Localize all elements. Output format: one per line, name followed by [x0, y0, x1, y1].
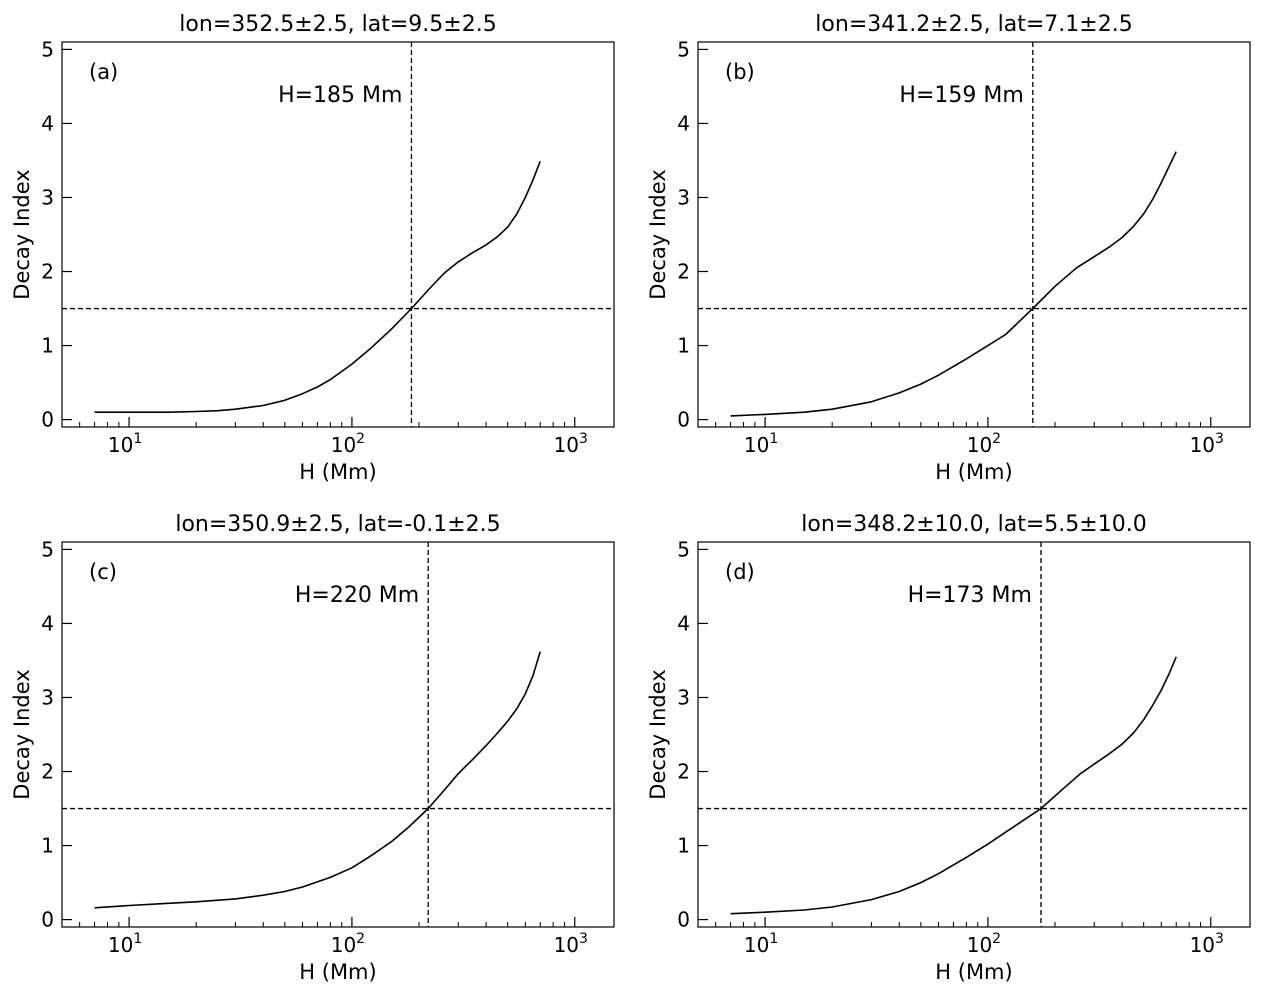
x-tick-label: 102	[331, 931, 365, 957]
y-tick-label: 2	[41, 260, 54, 284]
decay-index-series-line	[730, 151, 1177, 417]
x-tick-label: 101	[744, 431, 778, 457]
y-tick-label: 3	[41, 185, 54, 209]
y-tick-label: 2	[677, 260, 690, 284]
y-tick-label: 4	[41, 611, 54, 635]
y-tick-label: 5	[41, 37, 54, 61]
y-axis-label: Decay Index	[10, 169, 34, 299]
y-tick-label: 5	[41, 537, 54, 561]
x-tick-label: 102	[331, 431, 365, 457]
panel-label: (d)	[725, 560, 755, 584]
y-tick-label: 0	[677, 908, 690, 932]
x-tick-label: 102	[967, 931, 1001, 957]
chart-title: lon=348.2±10.0, lat=5.5±10.0	[801, 512, 1146, 537]
axes-frame	[61, 41, 615, 428]
chart-title: lon=350.9±2.5, lat=-0.1±2.5	[175, 512, 500, 537]
chart-title: lon=352.5±2.5, lat=9.5±2.5	[179, 12, 496, 37]
y-tick-label: 1	[677, 834, 690, 858]
panel-b: lon=341.2±2.5, lat=7.1±2.5 0 1 2 3 4 5 101 102 10…	[646, 12, 1251, 484]
decay-index-series-line	[730, 656, 1177, 915]
y-tick-label: 2	[677, 760, 690, 784]
critical-height-annotation: H=220 Mm	[295, 583, 419, 608]
y-tick-label: 3	[677, 685, 690, 709]
x-axis-label: H (Mm)	[935, 460, 1012, 484]
x-axis-label: H (Mm)	[935, 960, 1012, 984]
decay-index-series-line	[94, 160, 541, 414]
panel-label: (a)	[89, 60, 118, 84]
y-tick-label: 4	[677, 611, 690, 635]
y-tick-label: 4	[677, 111, 690, 135]
y-tick-label: 2	[41, 760, 54, 784]
y-tick-label: 3	[677, 185, 690, 209]
x-axis-label: H (Mm)	[299, 960, 376, 984]
x-axis-label: H (Mm)	[299, 460, 376, 484]
critical-height-annotation: H=159 Mm	[899, 83, 1023, 108]
x-tick-label: 101	[744, 931, 778, 957]
x-tick-label: 101	[108, 431, 142, 457]
panel-label: (b)	[725, 60, 755, 84]
panel-a: lon=352.5±2.5, lat=9.5±2.5 0 1 2 3 4 5 101 102 10…	[10, 12, 615, 484]
y-tick-label: 1	[677, 334, 690, 358]
y-tick-label: 0	[41, 408, 54, 432]
y-tick-label: 3	[41, 685, 54, 709]
chart-title: lon=341.2±2.5, lat=7.1±2.5	[815, 12, 1132, 37]
y-tick-label: 4	[41, 111, 54, 135]
y-axis-label: Decay Index	[646, 169, 670, 299]
y-tick-label: 0	[41, 908, 54, 932]
panel-c: lon=350.9±2.5, lat=-0.1±2.5 0 1 2 3 4 5 101 102 1…	[10, 512, 615, 984]
x-tick-label: 103	[554, 431, 588, 457]
panel-label: (c)	[89, 560, 117, 584]
axes-frame	[697, 541, 1251, 928]
x-tick-label: 102	[967, 431, 1001, 457]
x-tick-label: 101	[108, 931, 142, 957]
x-tick-label: 103	[554, 931, 588, 957]
x-tick-label: 103	[1190, 431, 1224, 457]
y-tick-label: 1	[41, 334, 54, 358]
panel-d: lon=348.2±10.0, lat=5.5±10.0 0 1 2 3 4 5 101 102…	[646, 512, 1251, 984]
y-tick-label: 1	[41, 834, 54, 858]
critical-height-annotation: H=173 Mm	[908, 583, 1032, 608]
y-tick-label: 5	[677, 537, 690, 561]
y-axis-label: Decay Index	[646, 669, 670, 799]
axes-frame	[697, 41, 1251, 428]
y-tick-label: 0	[677, 408, 690, 432]
decay-index-series-line	[94, 651, 541, 909]
x-tick-label: 103	[1190, 931, 1224, 957]
axes-frame	[61, 541, 615, 928]
y-axis-label: Decay Index	[10, 669, 34, 799]
critical-height-annotation: H=185 Mm	[278, 83, 402, 108]
y-tick-label: 5	[677, 37, 690, 61]
